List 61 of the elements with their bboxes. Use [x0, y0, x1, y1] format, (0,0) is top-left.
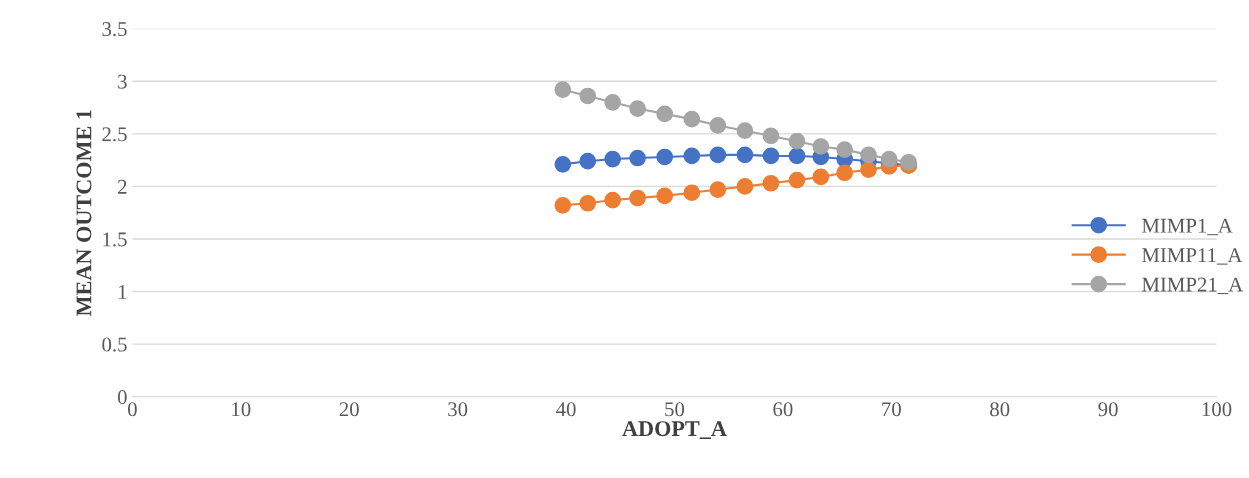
point: [604, 191, 621, 209]
x-tick-label: 40: [556, 402, 576, 417]
point: [629, 189, 646, 207]
point: [656, 105, 674, 123]
legend-label: MIMP1_A: [1142, 218, 1233, 236]
point: [812, 138, 830, 155]
point: [579, 87, 597, 105]
point: [709, 117, 727, 134]
legend-label: MIMP11_A: [1142, 248, 1243, 265]
point: [604, 93, 621, 111]
x-tick-label: 50: [665, 402, 685, 417]
point: [762, 147, 780, 165]
y-tick-label: 1.5: [103, 232, 127, 247]
x-tick-label: 60: [773, 402, 793, 417]
y-tick-label: 2.5: [102, 127, 127, 142]
point: [683, 110, 701, 128]
y-tick-label: 0: [117, 390, 127, 405]
point: [736, 122, 754, 140]
x-tick-label: 100: [1202, 402, 1232, 417]
point: [736, 178, 754, 195]
point: [683, 147, 701, 165]
point: [579, 194, 597, 212]
y-tick-label: 3.5: [102, 22, 127, 37]
point: [836, 141, 854, 158]
x-tick-label: 70: [882, 402, 901, 417]
legend-label: MIMP21_A: [1142, 277, 1244, 295]
point: [836, 164, 854, 182]
point: [604, 150, 621, 168]
x-tick-label: 20: [339, 402, 359, 417]
point: [683, 184, 701, 202]
point: [554, 156, 572, 173]
point: [860, 146, 877, 164]
point: [762, 127, 780, 145]
point: [579, 152, 597, 170]
point: [860, 161, 877, 178]
point: [788, 147, 806, 165]
point: [709, 181, 727, 198]
point: [629, 149, 646, 167]
point: [880, 150, 898, 168]
point: [554, 197, 572, 214]
point: [656, 148, 674, 166]
x-axis-title: ADOPT_A: [622, 421, 727, 440]
x-tick-label: 90: [1098, 402, 1118, 417]
y-tick-label: 1: [118, 285, 127, 299]
point: [554, 81, 572, 99]
y-axis-title: MEAN OUTCOME 1: [76, 110, 92, 317]
point: [788, 132, 806, 150]
point: [736, 146, 754, 164]
y-tick-label: 3: [118, 74, 127, 89]
point: [900, 153, 917, 171]
point: [812, 168, 830, 186]
point: [629, 100, 646, 117]
point: [788, 171, 806, 189]
x-tick-label: 80: [990, 402, 1010, 417]
point: [762, 174, 780, 192]
x-tick-label: 30: [448, 402, 468, 417]
y-tick-label: 2: [118, 179, 127, 194]
point: [656, 187, 674, 205]
x-tick-label: 10: [232, 402, 251, 417]
y-tick-label: 0.5: [102, 337, 127, 352]
point: [709, 146, 727, 164]
